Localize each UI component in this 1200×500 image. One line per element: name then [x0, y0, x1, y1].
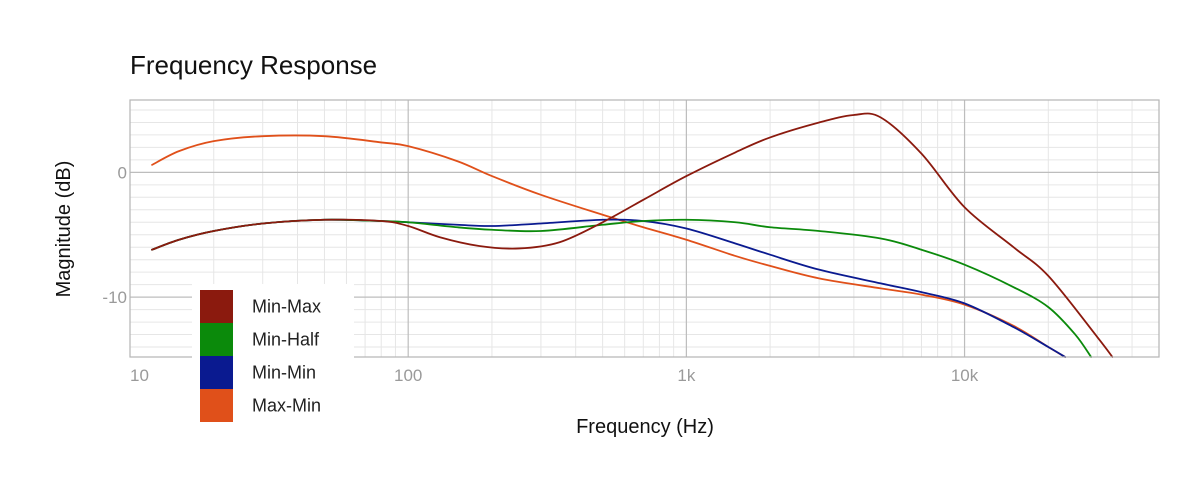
series-layer	[151, 112, 1114, 358]
grid-minor	[130, 100, 1159, 357]
x-axis-ticks: 10 100 1k 10k	[130, 366, 979, 385]
series-line-max-min	[151, 134, 1067, 358]
legend-label-max-min: Max-Min	[252, 396, 321, 416]
x-tick-label: 10k	[951, 366, 979, 385]
legend-label-min-min: Min-Min	[252, 363, 316, 383]
plot-border	[129, 99, 1160, 358]
y-tick-label: 0	[118, 163, 127, 182]
y-tick-label: -10	[102, 288, 127, 307]
legend-label-min-max: Min-Max	[252, 297, 321, 317]
x-tick-label: 1k	[677, 366, 695, 385]
legend-swatch-max-min	[200, 389, 233, 422]
y-axis-label: Magnitude (dB)	[53, 161, 75, 298]
legend: Min-Max Min-Half Min-Min Max-Min	[192, 284, 354, 428]
x-tick-label: 100	[394, 366, 422, 385]
legend-swatch-min-half	[200, 323, 233, 356]
x-axis-label: Frequency (Hz)	[576, 416, 714, 438]
legend-swatch-min-min	[200, 356, 233, 389]
chart-title: Frequency Response	[130, 50, 377, 80]
y-axis-ticks: 0 -10	[102, 163, 127, 307]
x-tick-label: 10	[130, 366, 149, 385]
series-line-min-max	[151, 112, 1114, 358]
legend-label-min-half: Min-Half	[252, 330, 320, 350]
legend-swatch-min-max	[200, 290, 233, 323]
